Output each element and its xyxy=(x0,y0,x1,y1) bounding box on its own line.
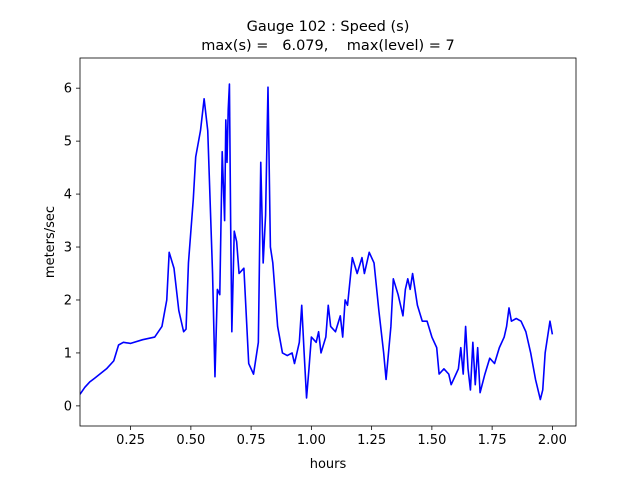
chart-subtitle: max(s) = 6.079, max(level) = 7 xyxy=(201,38,455,54)
y-tick-label: 4 xyxy=(64,188,72,203)
x-axis-label: hours xyxy=(310,457,347,472)
plot-frame xyxy=(79,57,577,427)
x-tick-label: 1.25 xyxy=(357,433,386,448)
x-tick-label: 0.75 xyxy=(237,433,266,448)
x-tick-label: 1.50 xyxy=(417,433,446,448)
y-tick-label: 1 xyxy=(64,346,72,361)
y-tick-label: 3 xyxy=(64,241,72,256)
y-tick-label: 6 xyxy=(64,82,72,97)
x-tick-label: 1.00 xyxy=(297,433,326,448)
chart-title: Gauge 102 : Speed (s) xyxy=(247,19,410,35)
x-tick-label: 0.50 xyxy=(176,433,205,448)
speed-line xyxy=(80,83,554,401)
y-tick-label: 5 xyxy=(64,135,72,150)
y-tick-label: 2 xyxy=(64,293,72,308)
y-tick-label: 0 xyxy=(64,399,72,414)
x-tick-label: 2.00 xyxy=(538,433,567,448)
x-tick-label: 0.25 xyxy=(116,433,145,448)
y-axis-label: meters/sec xyxy=(43,206,58,278)
x-tick-label: 1.75 xyxy=(478,433,507,448)
